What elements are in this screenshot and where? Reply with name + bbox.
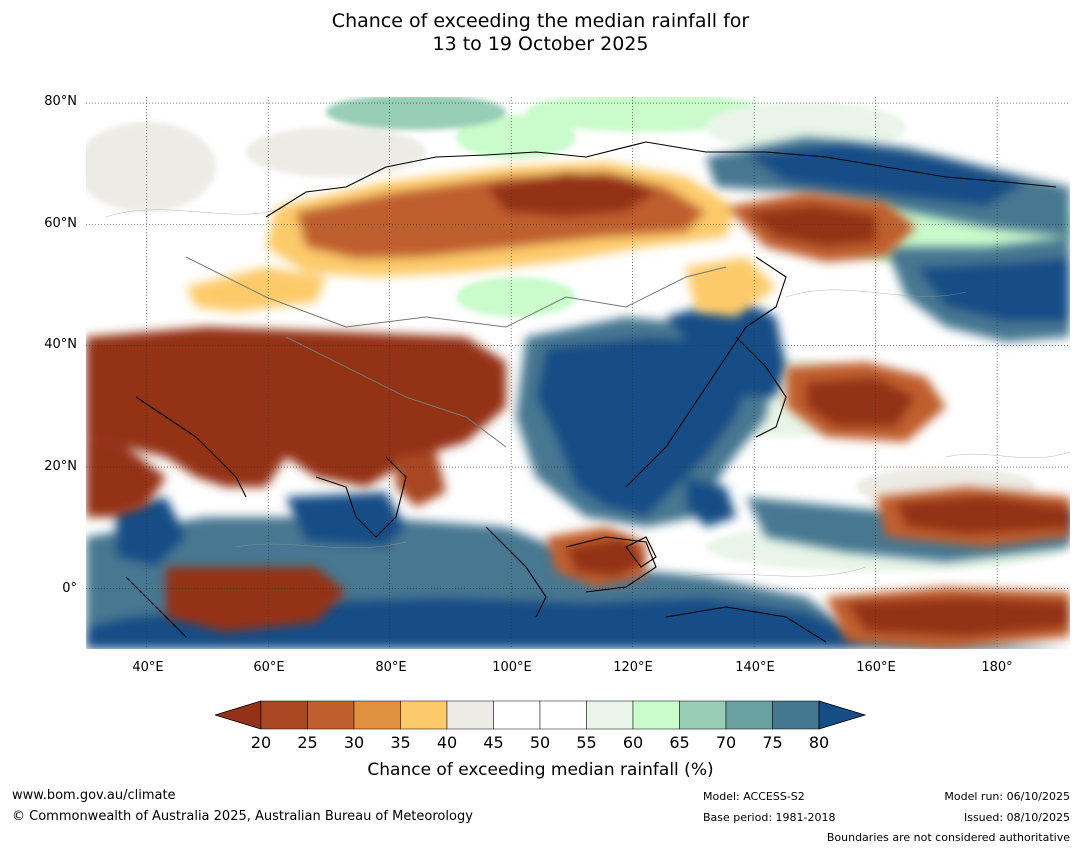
colorbar-bin-30-35 — [353, 700, 401, 730]
colorbar-tick-70: 70 — [715, 733, 737, 752]
footer-model-run: Model run: 06/10/2025 — [944, 790, 1070, 803]
colorbar-above80 — [818, 700, 867, 730]
colorbar-bin-35-40 — [400, 700, 448, 730]
rainfall-map — [86, 97, 1070, 649]
colorbar — [213, 700, 867, 736]
colorbar-tick-65: 65 — [669, 733, 690, 752]
colorbar-bin-55-60 — [586, 700, 634, 730]
colorbar-tick-50: 50 — [529, 733, 551, 752]
colorbar-tick-35: 35 — [390, 733, 411, 752]
colorbar-bin-70-75 — [725, 700, 773, 730]
map-title-line2: 13 to 19 October 2025 — [432, 33, 649, 55]
colorbar-tick-80: 80 — [808, 733, 830, 752]
colorbar-tick-55: 55 — [576, 733, 597, 752]
map-title-line1: Chance of exceeding the median rainfall … — [331, 10, 750, 32]
lon-label-60e: 60°E — [253, 660, 285, 675]
colorbar-bin-20-25 — [260, 700, 308, 730]
lat-label-60n: 60°N — [44, 216, 77, 231]
colorbar-tick-45: 45 — [483, 733, 504, 752]
lon-label-100e: 100°E — [492, 660, 532, 675]
footer-website-link[interactable]: www.bom.gov.au/climate — [12, 788, 176, 803]
colorbar-bin-40-45 — [446, 700, 494, 730]
lon-label-40e: 40°E — [132, 660, 164, 675]
lon-label-140e: 140°E — [735, 660, 775, 675]
colorbar-tick-40: 40 — [436, 733, 458, 752]
lat-label-80n: 80°N — [44, 94, 77, 109]
lon-label-180: 180° — [981, 660, 1013, 675]
lon-label-160e: 160°E — [856, 660, 896, 675]
colorbar-svg — [213, 700, 867, 730]
lon-label-120e: 120°E — [613, 660, 653, 675]
rainfall-map-canvas — [86, 97, 1070, 649]
colorbar-tick-30: 30 — [343, 733, 365, 752]
lat-label-40n: 40°N — [44, 337, 77, 352]
colorbar-tick-75: 75 — [762, 733, 783, 752]
lat-label-0: 0° — [62, 581, 77, 596]
lat-label-20n: 20°N — [44, 459, 77, 474]
colorbar-tick-60: 60 — [622, 733, 644, 752]
colorbar-bin-50-55 — [539, 700, 587, 730]
colorbar-below20 — [213, 700, 262, 730]
colorbar-label: Chance of exceeding median rainfall (%) — [367, 760, 714, 780]
footer-base-period: Base period: 1981-2018 — [703, 811, 836, 824]
lon-label-80e: 80°E — [375, 660, 407, 675]
colorbar-bin-25-30 — [307, 700, 355, 730]
footer-issued: Issued: 08/10/2025 — [963, 811, 1070, 824]
colorbar-bin-65-70 — [679, 700, 727, 730]
footer-model: Model: ACCESS-S2 — [703, 790, 805, 803]
colorbar-tick-25: 25 — [297, 733, 318, 752]
colorbar-bin-75-80 — [772, 700, 820, 730]
footer-disclaimer: Boundaries are not considered authoritat… — [826, 831, 1070, 844]
colorbar-bin-60-65 — [632, 700, 680, 730]
colorbar-bin-45-50 — [493, 700, 541, 730]
footer-copyright: © Commonwealth of Australia 2025, Austra… — [12, 809, 473, 824]
colorbar-tick-20: 20 — [250, 733, 272, 752]
